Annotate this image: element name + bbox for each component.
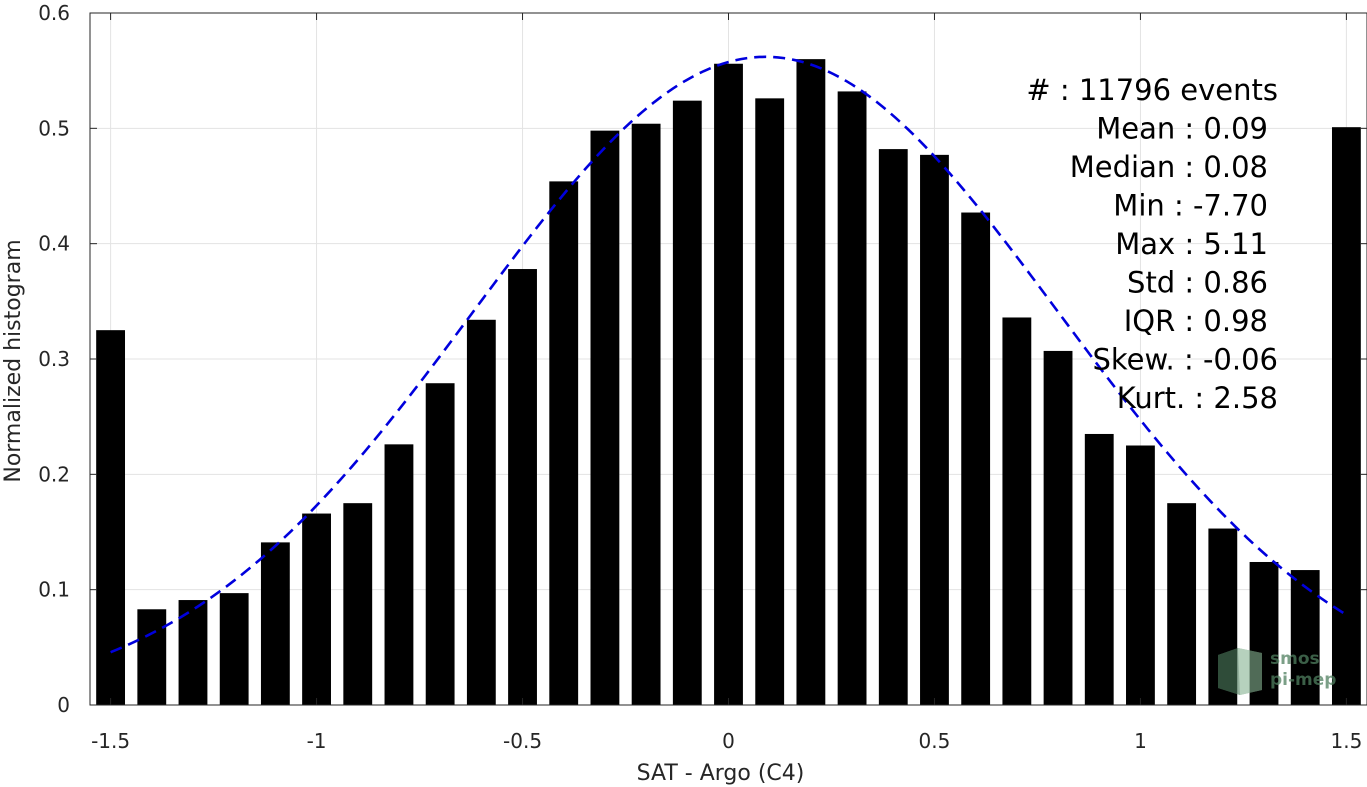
stats-line: IQR : 0.98 <box>1124 304 1268 338</box>
y-tick-label: 0.5 <box>38 116 70 140</box>
y-tick-label: 0.6 <box>38 1 70 25</box>
stats-line: Min : -7.70 <box>1113 189 1268 223</box>
histogram-bar <box>425 383 455 705</box>
gaussian-fit-curve <box>110 55 1348 654</box>
y-tick-label: 0.4 <box>38 232 70 256</box>
x-tick-label: -1.5 <box>91 729 130 753</box>
stats-line: Skew. : -0.06 <box>1092 343 1278 377</box>
logo-line2: pi-mep <box>1270 670 1336 690</box>
x-tick-label: -1 <box>307 729 327 753</box>
histogram-bar <box>508 269 537 705</box>
histogram-bar <box>178 600 208 705</box>
y-tick-label: 0.2 <box>38 462 70 486</box>
histogram-bar <box>631 123 661 706</box>
smos-pimep-logo: smos pi-mep <box>1218 648 1336 695</box>
y-tick-labels: 0 0.1 0.2 0.3 0.4 0.5 0.6 <box>38 1 70 717</box>
histogram-bar <box>302 513 331 705</box>
y-tick-label: 0.1 <box>38 578 70 602</box>
histogram-bar <box>920 154 949 706</box>
histogram-bar <box>590 130 620 705</box>
histogram-bar <box>466 319 496 705</box>
stats-line: # : 11796 events <box>1026 73 1278 107</box>
histogram-bar <box>1002 317 1032 705</box>
histogram-bar <box>755 98 785 705</box>
histogram-bar <box>1290 570 1320 705</box>
histogram-bar <box>1043 350 1073 705</box>
x-tick-label: 0.5 <box>919 729 951 753</box>
histogram-bar <box>1126 445 1155 705</box>
y-axis-label: Normalized histogram <box>1 239 26 482</box>
histogram-bar <box>878 149 908 706</box>
histogram-bar <box>714 63 743 706</box>
histogram-bar <box>549 181 579 706</box>
axis-ticks <box>90 12 1367 706</box>
x-tick-label: 1.5 <box>1330 729 1362 753</box>
x-tick-label: 0 <box>722 729 735 753</box>
x-tick-labels: -1.5 -1 -0.5 0 0.5 1 1.5 <box>91 729 1362 753</box>
logo-line1: smos <box>1270 649 1320 669</box>
x-axis-label: SAT - Argo (C4) <box>637 761 805 786</box>
histogram-bar <box>1084 433 1114 705</box>
histogram-bar <box>1167 503 1197 705</box>
histogram-bar <box>219 593 249 705</box>
histogram-bar <box>96 330 126 705</box>
histogram-bar <box>796 59 826 705</box>
histogram-bar <box>343 503 373 705</box>
stats-line: Mean : 0.09 <box>1096 112 1268 146</box>
x-tick-label: 1 <box>1134 729 1147 753</box>
stats-line: Max : 5.11 <box>1115 227 1268 261</box>
stats-line: Std : 0.86 <box>1127 266 1268 300</box>
histogram-bar <box>137 609 167 705</box>
histogram-bar <box>260 542 290 705</box>
histogram-bar <box>961 212 991 705</box>
stats-annotation: # : 11796 events Mean : 0.09 Median : 0.08… <box>1026 73 1278 415</box>
histogram-bar <box>837 91 867 706</box>
y-tick-label: 0 <box>57 693 70 717</box>
histogram-bars <box>96 59 1361 706</box>
stats-line: Median : 0.08 <box>1070 150 1268 184</box>
stats-line: Kurt. : 2.58 <box>1117 381 1278 415</box>
logo-mark-icon <box>1218 648 1262 695</box>
histogram-bar <box>672 100 702 706</box>
gaussian-fit-line <box>110 55 1348 654</box>
y-tick-label: 0.3 <box>38 347 70 371</box>
histogram-bar <box>1331 127 1361 706</box>
histogram-bar <box>384 444 414 705</box>
x-tick-label: -0.5 <box>503 729 542 753</box>
